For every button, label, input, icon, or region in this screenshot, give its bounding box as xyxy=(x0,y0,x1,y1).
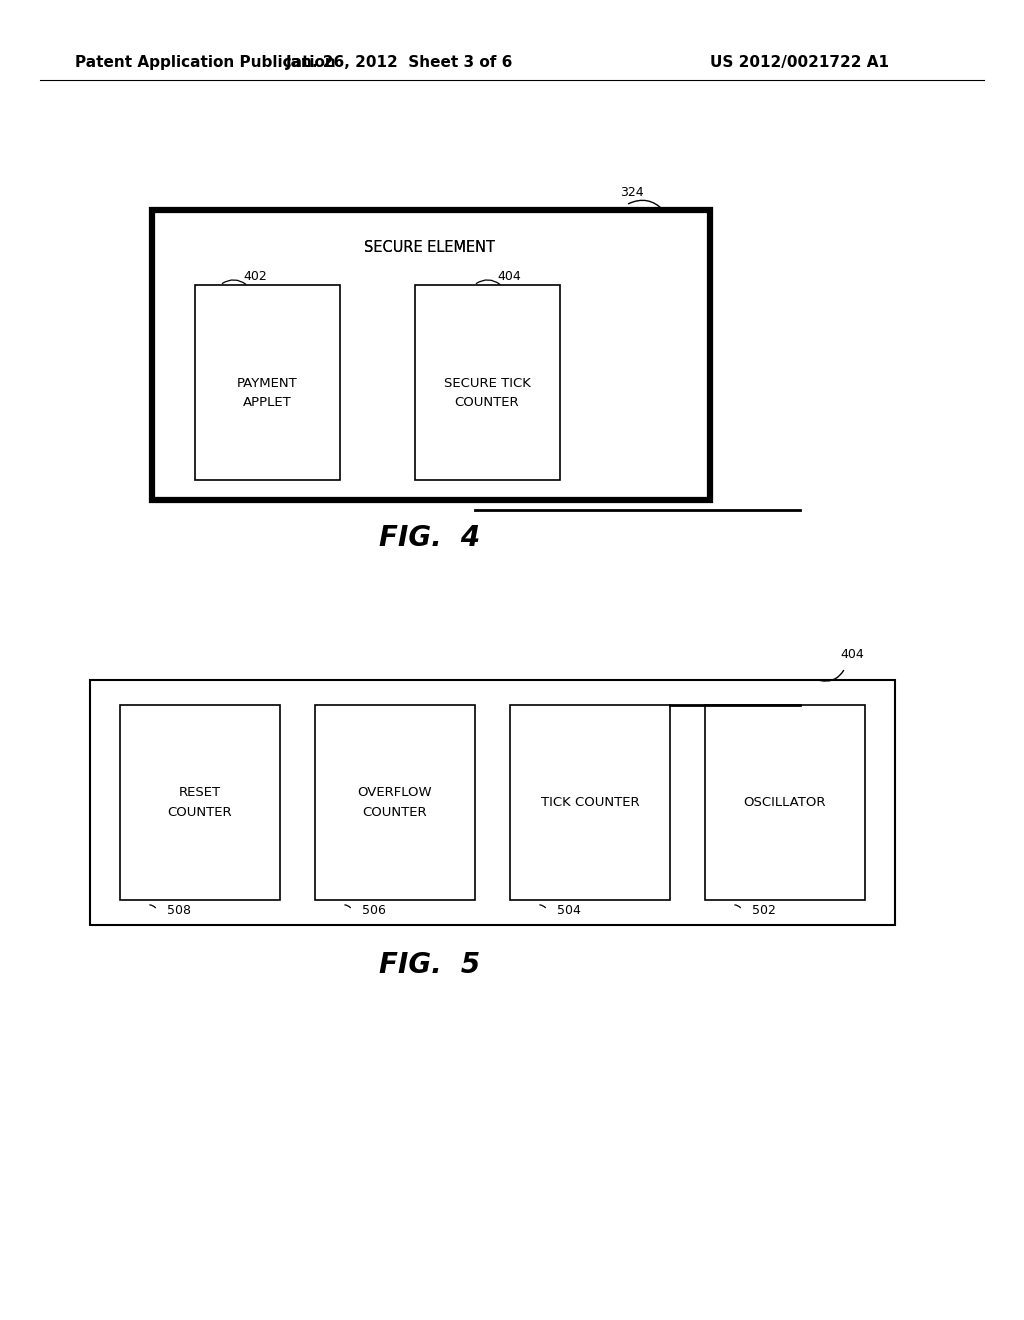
Text: SECURE ELEMENT: SECURE ELEMENT xyxy=(365,240,496,256)
Text: OVERFLOW
COUNTER: OVERFLOW COUNTER xyxy=(357,787,432,818)
Text: 502: 502 xyxy=(752,903,776,916)
Text: 404: 404 xyxy=(497,269,521,282)
Text: OSCILLATOR: OSCILLATOR xyxy=(743,796,826,809)
Text: 404: 404 xyxy=(840,648,864,661)
Text: 506: 506 xyxy=(362,903,386,916)
Text: 402: 402 xyxy=(243,269,266,282)
Text: TICK COUNTER: TICK COUNTER xyxy=(541,796,639,809)
Text: RESET
COUNTER: RESET COUNTER xyxy=(168,787,232,818)
Text: SECURE TICK
COUNTER: SECURE TICK COUNTER xyxy=(443,378,530,409)
Bar xyxy=(90,680,895,925)
Bar xyxy=(195,285,340,480)
Text: 508: 508 xyxy=(167,903,191,916)
Text: SECURE ELEMENT: SECURE ELEMENT xyxy=(365,240,496,256)
Bar xyxy=(315,705,475,900)
Text: PAYMENT
APPLET: PAYMENT APPLET xyxy=(237,378,297,409)
Text: 504: 504 xyxy=(557,903,581,916)
Bar xyxy=(510,705,670,900)
Bar xyxy=(705,705,865,900)
Text: Jan. 26, 2012  Sheet 3 of 6: Jan. 26, 2012 Sheet 3 of 6 xyxy=(287,54,514,70)
Bar xyxy=(415,285,560,480)
Text: Patent Application Publication: Patent Application Publication xyxy=(75,54,336,70)
Text: 324: 324 xyxy=(620,186,644,198)
Bar xyxy=(120,705,280,900)
Text: FIG.  5: FIG. 5 xyxy=(380,950,480,979)
Text: FIG.  4: FIG. 4 xyxy=(380,524,480,552)
Text: US 2012/0021722 A1: US 2012/0021722 A1 xyxy=(711,54,890,70)
Bar xyxy=(152,210,710,500)
